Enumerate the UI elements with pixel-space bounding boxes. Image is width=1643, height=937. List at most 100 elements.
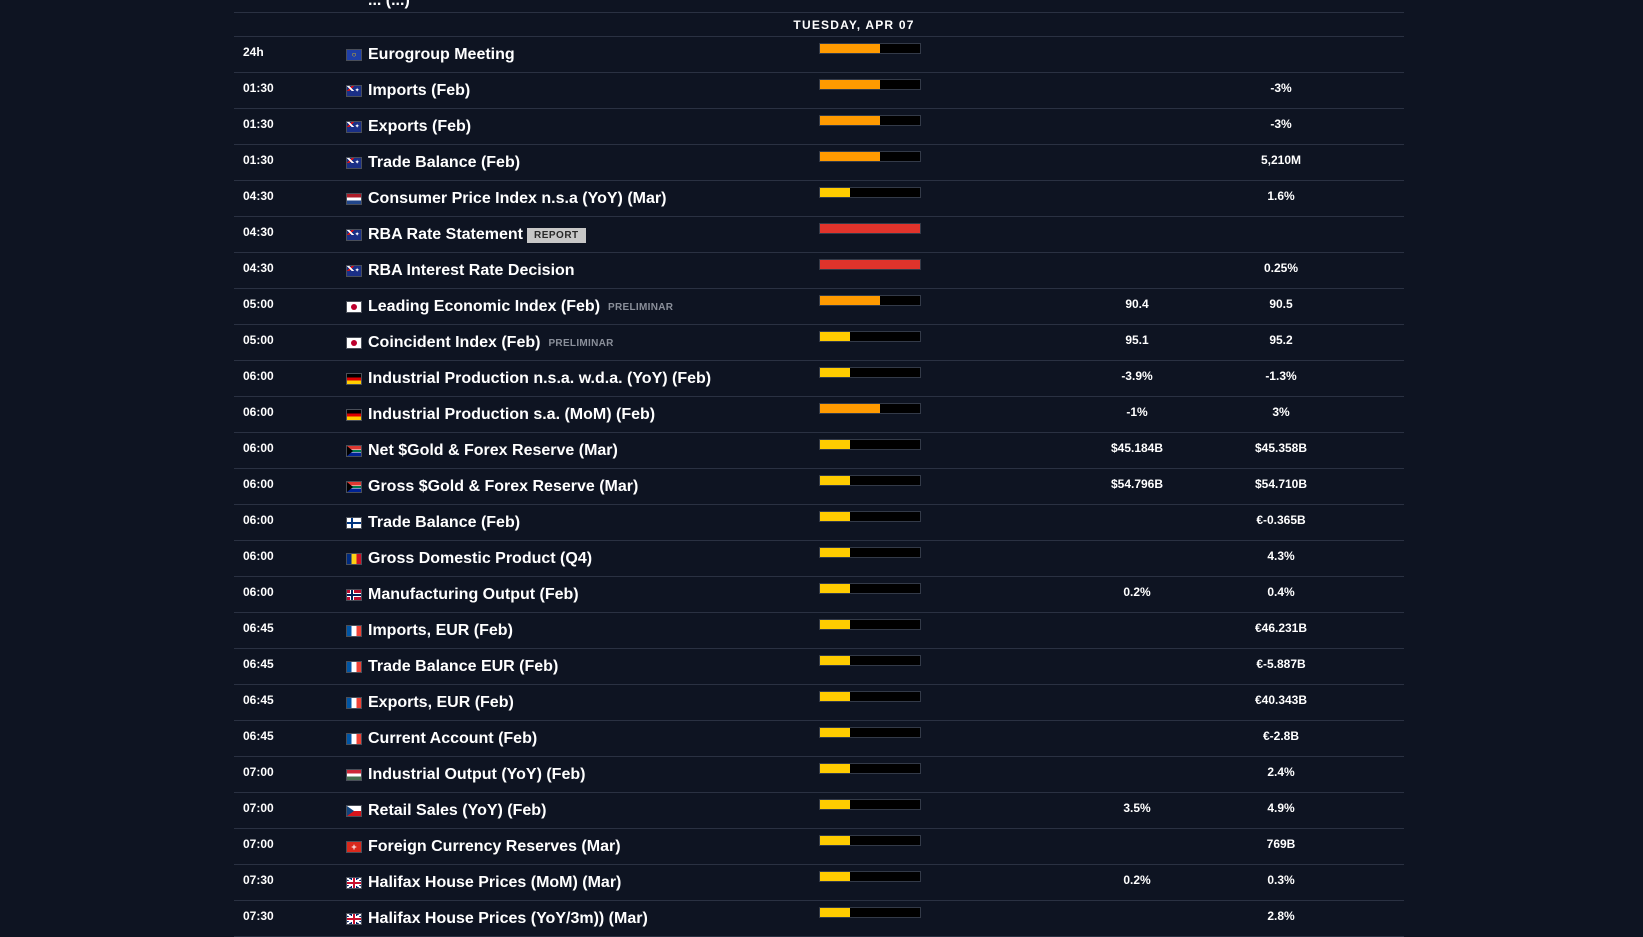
event-time: 04:30 bbox=[243, 225, 274, 239]
event-time: 06:00 bbox=[243, 513, 274, 527]
event-row[interactable]: 06:00 Gross $Gold & Forex Reserve (Mar) … bbox=[234, 469, 1404, 505]
country-flag-icon bbox=[347, 374, 361, 384]
event-row[interactable]: 06:00 Industrial Production n.s.a. w.d.a… bbox=[234, 361, 1404, 397]
event-title-wrap: Foreign Currency Reserves (Mar) bbox=[368, 838, 621, 856]
event-row[interactable]: 07:00 Retail Sales (YoY) (Feb) 3.5% 4.9% bbox=[234, 793, 1404, 829]
importance-bar bbox=[819, 331, 921, 342]
previous-value: 4.3% bbox=[1267, 549, 1295, 563]
event-title[interactable]: Trade Balance (Feb) bbox=[368, 514, 521, 531]
event-row[interactable]: 06:00 Trade Balance (Feb) €-0.365B bbox=[234, 505, 1404, 541]
event-row[interactable]: 01:30 ✦ Exports (Feb) -3% bbox=[234, 109, 1404, 145]
importance-fill bbox=[820, 836, 850, 845]
importance-fill bbox=[820, 764, 850, 773]
importance-fill bbox=[820, 260, 920, 269]
country-flag-icon: ✦ bbox=[347, 158, 361, 168]
importance-bar bbox=[819, 43, 921, 54]
event-title[interactable]: Foreign Currency Reserves (Mar) bbox=[368, 838, 621, 855]
event-title[interactable]: Trade Balance EUR (Feb) bbox=[368, 658, 559, 675]
event-title[interactable]: Imports, EUR (Feb) bbox=[368, 622, 513, 639]
event-title[interactable]: Exports, EUR (Feb) bbox=[368, 694, 514, 711]
event-title[interactable]: Eurogroup Meeting bbox=[368, 46, 515, 63]
event-title[interactable]: Gross Domestic Product (Q4) bbox=[368, 550, 593, 567]
country-flag-icon: + bbox=[347, 842, 361, 852]
importance-fill bbox=[820, 728, 850, 737]
event-title-wrap: Retail Sales (YoY) (Feb) bbox=[368, 802, 546, 820]
importance-bar bbox=[819, 799, 921, 810]
event-row[interactable]: 04:30 ✦ RBA Rate Statement REPORT bbox=[234, 217, 1404, 253]
forecast-value: 3.5% bbox=[1123, 801, 1151, 815]
event-row[interactable]: 06:45 Trade Balance EUR (Feb) €-5.887B bbox=[234, 649, 1404, 685]
importance-bar bbox=[819, 511, 921, 522]
event-row[interactable]: 06:45 Exports, EUR (Feb) €40.343B bbox=[234, 685, 1404, 721]
event-row[interactable]: 06:00 Industrial Production s.a. (MoM) (… bbox=[234, 397, 1404, 433]
importance-bar bbox=[819, 151, 921, 162]
event-title[interactable]: Industrial Production s.a. (MoM) (Feb) bbox=[368, 406, 656, 423]
event-row[interactable]: 05:00 Leading Economic Index (Feb) PRELI… bbox=[234, 289, 1404, 325]
country-flag-icon bbox=[347, 878, 361, 888]
event-title[interactable]: Manufacturing Output (Feb) bbox=[368, 586, 579, 603]
event-time: 06:00 bbox=[243, 549, 274, 563]
event-row[interactable]: 24h ○ Eurogroup Meeting bbox=[234, 37, 1404, 73]
event-row[interactable]: 05:00 Coincident Index (Feb) PRELIMINAR … bbox=[234, 325, 1404, 361]
event-row[interactable]: 06:00 Manufacturing Output (Feb) 0.2% 0.… bbox=[234, 577, 1404, 613]
event-title[interactable]: Industrial Production n.s.a. w.d.a. (YoY… bbox=[368, 370, 712, 387]
importance-fill bbox=[820, 620, 850, 629]
event-row[interactable]: 04:30 Consumer Price Index n.s.a (YoY) (… bbox=[234, 181, 1404, 217]
previous-value: €40.343B bbox=[1254, 693, 1308, 707]
previous-value: €-2.8B bbox=[1262, 729, 1300, 743]
event-title[interactable]: Imports (Feb) bbox=[368, 82, 471, 99]
event-time: 04:30 bbox=[243, 261, 274, 275]
event-row[interactable]: 07:00 Industrial Output (YoY) (Feb) 2.4% bbox=[234, 757, 1404, 793]
importance-bar bbox=[819, 439, 921, 450]
previous-value: 769B bbox=[1266, 837, 1296, 851]
importance-bar bbox=[819, 655, 921, 666]
event-title-wrap: Gross $Gold & Forex Reserve (Mar) bbox=[368, 478, 638, 496]
event-time: 01:30 bbox=[243, 117, 274, 131]
event-row[interactable]: 06:45 Current Account (Feb) €-2.8B bbox=[234, 721, 1404, 757]
event-list: 24h ○ Eurogroup Meeting 01:30 ✦ Imports … bbox=[234, 37, 1404, 937]
forecast-value: 95.1 bbox=[1125, 333, 1149, 347]
event-title[interactable]: Coincident Index (Feb) bbox=[368, 334, 541, 351]
event-row[interactable]: 06:45 Imports, EUR (Feb) €46.231B bbox=[234, 613, 1404, 649]
event-title[interactable]: Halifax House Prices (MoM) (Mar) bbox=[368, 874, 622, 891]
importance-bar bbox=[819, 475, 921, 486]
event-title-wrap: Trade Balance EUR (Feb) bbox=[368, 658, 558, 676]
previous-value: 4.9% bbox=[1267, 801, 1295, 815]
event-title[interactable]: Leading Economic Index (Feb) bbox=[368, 298, 601, 315]
country-flag-icon bbox=[347, 590, 361, 600]
previous-value: 0.25% bbox=[1263, 261, 1299, 275]
event-title[interactable]: RBA Rate Statement bbox=[368, 226, 523, 243]
event-row[interactable]: 01:30 ✦ Imports (Feb) -3% bbox=[234, 73, 1404, 109]
event-title[interactable]: Industrial Output (YoY) (Feb) bbox=[368, 766, 586, 783]
event-row[interactable]: 07:00 + Foreign Currency Reserves (Mar) … bbox=[234, 829, 1404, 865]
importance-bar bbox=[819, 871, 921, 882]
event-time: 04:30 bbox=[243, 189, 274, 203]
event-row[interactable]: 06:00 Gross Domestic Product (Q4) 4.3% bbox=[234, 541, 1404, 577]
importance-bar bbox=[819, 727, 921, 738]
event-row[interactable]: 01:30 ✦ Trade Balance (Feb) 5,210M bbox=[234, 145, 1404, 181]
event-title[interactable]: Halifax House Prices (YoY/3m)) (Mar) bbox=[368, 910, 648, 927]
importance-fill bbox=[820, 872, 850, 881]
event-title[interactable]: Current Account (Feb) bbox=[368, 730, 538, 747]
event-title[interactable]: Exports (Feb) bbox=[368, 118, 472, 135]
event-row[interactable]: 07:30 Halifax House Prices (YoY/3m)) (Ma… bbox=[234, 901, 1404, 937]
event-title[interactable]: Consumer Price Index n.s.a (YoY) (Mar) bbox=[368, 190, 667, 207]
event-row[interactable]: 04:30 ✦ RBA Interest Rate Decision 0.25% bbox=[234, 253, 1404, 289]
event-row[interactable]: 07:30 Halifax House Prices (MoM) (Mar) 0… bbox=[234, 865, 1404, 901]
previous-value: 2.8% bbox=[1267, 909, 1295, 923]
previous-value: $45.358B bbox=[1254, 441, 1308, 455]
event-title-wrap: Imports, EUR (Feb) bbox=[368, 622, 513, 640]
event-row[interactable]: 06:00 Net $Gold & Forex Reserve (Mar) $4… bbox=[234, 433, 1404, 469]
event-title[interactable]: RBA Interest Rate Decision bbox=[368, 262, 575, 279]
event-title-wrap: Industrial Output (YoY) (Feb) bbox=[368, 766, 585, 784]
event-time: 01:30 bbox=[243, 81, 274, 95]
event-title[interactable]: Net $Gold & Forex Reserve (Mar) bbox=[368, 442, 618, 459]
importance-bar bbox=[819, 187, 921, 198]
event-time: 06:45 bbox=[243, 693, 274, 707]
country-flag-icon bbox=[347, 626, 361, 636]
report-badge[interactable]: REPORT bbox=[527, 227, 586, 243]
event-title[interactable]: Retail Sales (YoY) (Feb) bbox=[368, 802, 547, 819]
event-title[interactable]: Gross $Gold & Forex Reserve (Mar) bbox=[368, 478, 639, 495]
country-flag-icon bbox=[347, 338, 361, 348]
event-title[interactable]: Trade Balance (Feb) bbox=[368, 154, 521, 171]
